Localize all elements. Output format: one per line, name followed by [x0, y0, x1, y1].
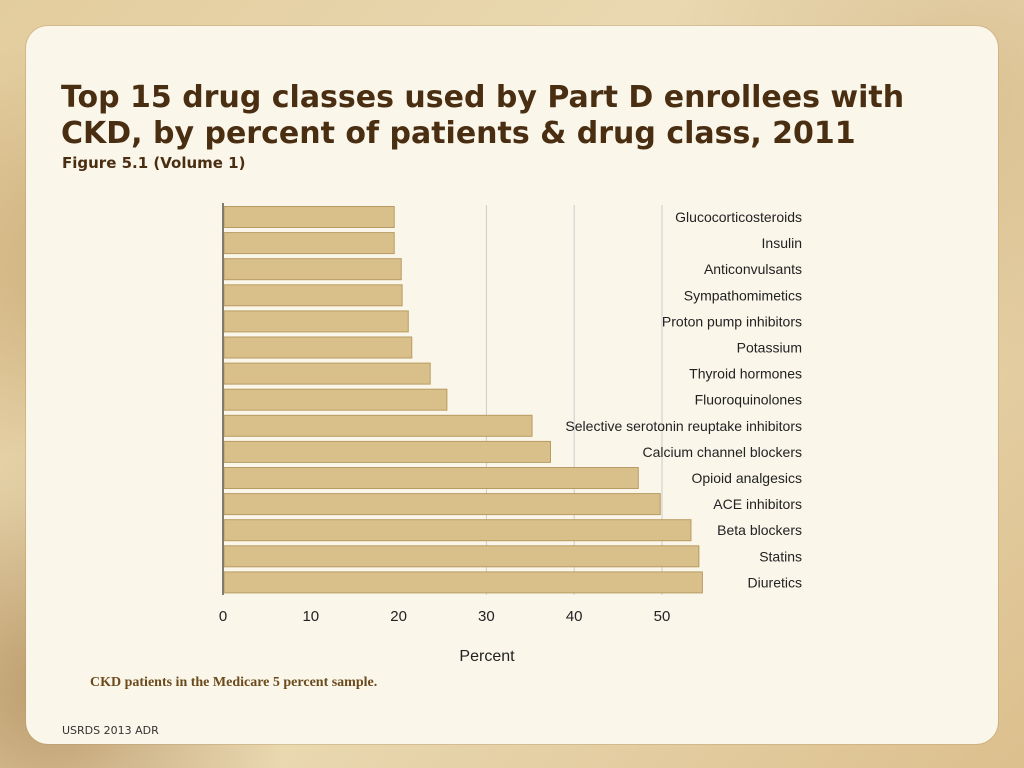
category-label-9: Calcium channel blockers	[642, 444, 802, 460]
bar-14	[223, 571, 703, 594]
x-tick-label-20: 20	[390, 608, 407, 625]
category-label-5: Potassium	[737, 340, 802, 356]
bar-1	[223, 232, 395, 255]
bar-0	[223, 206, 395, 228]
category-label-layer: Glucocorticosteroids Insulin Anticonvulsan…	[565, 209, 802, 590]
category-label-13: Statins	[759, 548, 802, 564]
bar-5	[223, 336, 413, 359]
category-label-0: Glucocorticosteroids	[675, 209, 802, 225]
category-label-4: Proton pump inhibitors	[662, 313, 802, 329]
category-label-6: Thyroid hormones	[689, 366, 802, 382]
bar-2	[223, 258, 402, 281]
bar-10	[223, 467, 639, 489]
footer-source: USRDS 2013 ADR	[62, 724, 159, 737]
bar-7	[223, 388, 448, 411]
x-tick-label-30: 30	[478, 608, 495, 625]
slide-title: Top 15 drug classes used by Part D enrol…	[61, 80, 905, 151]
figure-subtitle: Figure 5.1 (Volume 1)	[62, 154, 246, 172]
x-tick-label-40: 40	[566, 608, 583, 625]
category-label-1: Insulin	[762, 235, 802, 251]
bar-3	[223, 284, 403, 307]
slide-panel	[26, 26, 998, 744]
bar-6	[223, 362, 431, 385]
x-tick-label-50: 50	[654, 608, 671, 625]
category-label-7: Fluoroquinolones	[695, 392, 802, 408]
category-label-2: Anticonvulsants	[704, 261, 802, 277]
category-label-10: Opioid analgesics	[691, 470, 802, 486]
bar-4	[223, 310, 409, 333]
bar-9	[223, 440, 551, 463]
x-tick-layer: 0 10 20 30 40 50	[219, 608, 671, 625]
bar-12	[223, 519, 692, 542]
footnote: CKD patients in the Medicare 5 percent s…	[90, 675, 378, 690]
bar-layer	[223, 206, 703, 594]
x-tick-label-10: 10	[302, 608, 319, 625]
category-label-3: Sympathomimetics	[684, 287, 802, 303]
bar-13	[223, 545, 700, 568]
x-axis-label: Percent	[459, 648, 515, 665]
bar-8	[223, 414, 533, 437]
category-label-12: Beta blockers	[717, 522, 802, 538]
category-label-8: Selective serotonin reuptake inhibitors	[565, 418, 802, 434]
category-label-14: Diuretics	[748, 574, 802, 590]
category-label-11: ACE inhibitors	[713, 496, 802, 512]
bar-11	[223, 493, 661, 516]
x-tick-label-0: 0	[219, 608, 227, 625]
